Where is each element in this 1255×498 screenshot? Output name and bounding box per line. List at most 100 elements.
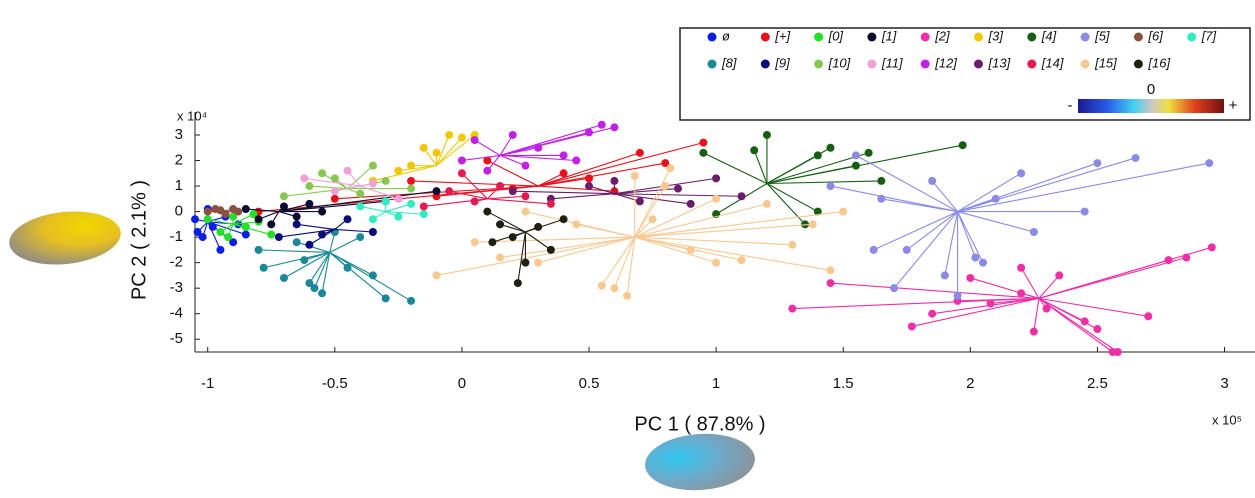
point [305,199,314,208]
point [808,220,817,229]
link-line [461,172,488,200]
link-line [614,193,742,197]
link-line [449,190,488,200]
point [1207,243,1216,252]
link-line [634,203,768,238]
point [1042,304,1051,313]
point [394,166,403,175]
point [635,148,644,157]
link-line [766,183,819,213]
point [208,222,217,231]
point [572,220,581,229]
link-line [766,154,819,184]
legend-label: [0] [828,28,844,43]
point [343,215,352,224]
link-line [538,162,666,187]
link-line [263,251,330,269]
point [1164,256,1173,265]
point [623,291,632,300]
cluster [279,161,416,201]
link-line [385,203,412,213]
point [971,253,980,262]
legend-marker [814,32,824,42]
point [610,176,619,185]
link-line [487,160,539,187]
legend-label: [10] [828,55,851,70]
point [813,151,822,160]
point [368,161,377,170]
point [712,174,721,183]
point [572,156,581,165]
link-line [766,180,882,185]
point [788,240,797,249]
link-line [245,208,279,213]
point [419,143,428,152]
link-line [398,165,437,172]
legend-marker [920,32,930,42]
point [267,220,276,229]
point [381,294,390,303]
point [407,176,416,185]
point [305,279,314,288]
point [381,176,390,185]
point [788,304,797,313]
point [229,238,238,247]
link-line [634,198,717,238]
link-line [411,180,539,187]
point [534,143,543,152]
cluster [788,243,1216,356]
x-axis-label: PC 1 ( 87.8% ) [634,413,765,435]
point [508,187,517,196]
link-line [461,154,501,162]
cluster [300,166,403,203]
point [635,197,644,206]
x-tick-label: 3 [1220,375,1228,392]
point [907,322,916,331]
point [198,233,207,242]
point [470,197,479,206]
point [279,192,288,201]
point [203,215,212,224]
point [407,296,416,305]
link-line [855,154,958,213]
cluster [826,151,1214,300]
point [673,184,682,193]
point [1017,289,1026,298]
point [851,161,860,170]
point [585,174,594,183]
point [241,222,250,231]
legend-marker [974,59,983,69]
point [534,258,543,267]
point [216,206,225,215]
link-line [309,185,348,190]
point [249,210,258,219]
point [343,166,352,175]
point [699,148,708,157]
link-line [207,218,234,225]
link-line [436,236,635,276]
link-line [499,223,526,233]
link-line [296,223,335,230]
legend-marker [707,32,717,42]
link-line [436,134,475,167]
point [274,233,283,242]
link-line [499,134,514,156]
link-line [634,167,671,238]
legend-marker [707,59,717,69]
link-line [525,218,564,233]
cluster [699,130,967,229]
legend-marker [1080,59,1090,69]
point [940,271,949,280]
legend-label: [6] [1147,28,1163,43]
legend-label: [11] [881,55,903,70]
cluster [254,138,708,216]
link-line [906,211,958,251]
point [356,189,365,198]
legend-label: [12] [934,55,957,70]
legend-label: [2] [934,28,950,43]
cluster [274,215,377,249]
link-line [588,185,615,195]
cluster [508,174,746,208]
legend-label: [7] [1201,28,1217,43]
point [432,148,441,157]
